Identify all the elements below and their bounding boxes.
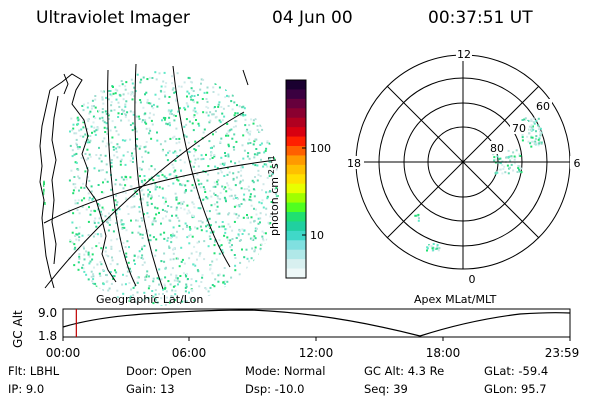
coastline [39, 73, 117, 289]
geographic-panel-label: Geographic Lat/Lon [96, 293, 204, 306]
colorbar-segment [286, 193, 306, 204]
ip-status: IP: 9.0 [8, 382, 45, 396]
glat-status: GLat: -59.4 [484, 364, 549, 378]
filter-status: Flt: LBHL [8, 364, 60, 378]
colorbar-tick-label-100: 100 [310, 142, 331, 155]
lat-label-80: 80 [490, 142, 504, 155]
gc-altitude-timeline: GC Alt 9.0 1.8 00:00 06:00 12:00 18:00 2… [11, 306, 580, 360]
glon-status: GLon: 95.7 [484, 382, 547, 396]
mode-status: Mode: Normal [245, 364, 326, 378]
colorbar-segment [286, 89, 306, 100]
colorbar-segment [286, 80, 306, 90]
colorbar-segment [286, 98, 306, 109]
mlt-label-0: 0 [469, 273, 476, 286]
colorbar-segment [286, 164, 306, 175]
timeline-ticks [62, 337, 571, 341]
colorbar-segment [286, 202, 306, 213]
colorbar-segment [286, 249, 306, 260]
timeline-ytick-top: 9.0 [38, 306, 57, 320]
timeline-xtick-1800: 18:00 [426, 346, 461, 360]
instrument-title: Ultraviolet Imager [36, 8, 190, 28]
lat-lon-grid [43, 63, 277, 290]
polar-emission-pixels [414, 117, 543, 252]
sequence-status: Seq: 39 [364, 382, 408, 396]
colorbar-segment [286, 146, 306, 156]
colorbar-segment [286, 268, 306, 279]
colorbar-segment [286, 212, 306, 222]
timeline-ylabel: GC Alt [11, 310, 25, 348]
colorbar-segment [286, 127, 306, 138]
colorbar-tick-label-10: 10 [310, 229, 324, 242]
gain-status: Gain: 13 [126, 382, 175, 396]
timeline-xtick-1200: 12:00 [299, 346, 334, 360]
lat-label-60: 60 [536, 100, 550, 113]
gc-altitude-curve [62, 309, 571, 337]
dsp-status: Dsp: -10.0 [245, 382, 305, 396]
mlt-meridians [356, 55, 570, 269]
colorbar: 100 10 photon cm-2s-1 [267, 79, 331, 279]
polar-plot: 12 6 0 18 60 70 80 [344, 47, 584, 286]
mlt-label-18: 18 [347, 157, 361, 170]
colorbar-segment [286, 155, 306, 166]
timeline-xtick-0000: 00:00 [46, 346, 81, 360]
observation-time: 00:37:51 UT [428, 8, 533, 28]
lat-label-70: 70 [512, 122, 526, 135]
colorbar-segment [286, 174, 306, 185]
colorbar-segment [286, 259, 306, 270]
colorbar-unit-label: photon cm-2s-1 [267, 155, 281, 236]
mlt-label-12: 12 [457, 48, 471, 61]
geographic-image [39, 63, 279, 306]
mlt-label-6: 6 [574, 157, 581, 170]
gc-alt-status: GC Alt: 4.3 Re [364, 364, 445, 378]
timeline-xtick-2359: 23:59 [545, 346, 580, 360]
observation-date: 04 Jun 00 [272, 8, 353, 28]
timeline-ytick-bottom: 1.8 [38, 329, 57, 343]
timeline-xtick-0600: 06:00 [172, 346, 207, 360]
timeline-frame [62, 308, 571, 338]
door-status: Door: Open [126, 364, 192, 378]
colorbar-segment [286, 240, 306, 251]
colorbar-segment [286, 117, 306, 128]
colorbar-segment [286, 136, 306, 147]
colorbar-segment [286, 183, 306, 194]
colorbar-segment [286, 221, 306, 232]
colorbar-segment [286, 108, 306, 119]
colorbar-segment [286, 230, 306, 241]
polar-panel-label: Apex MLat/MLT [414, 293, 497, 306]
